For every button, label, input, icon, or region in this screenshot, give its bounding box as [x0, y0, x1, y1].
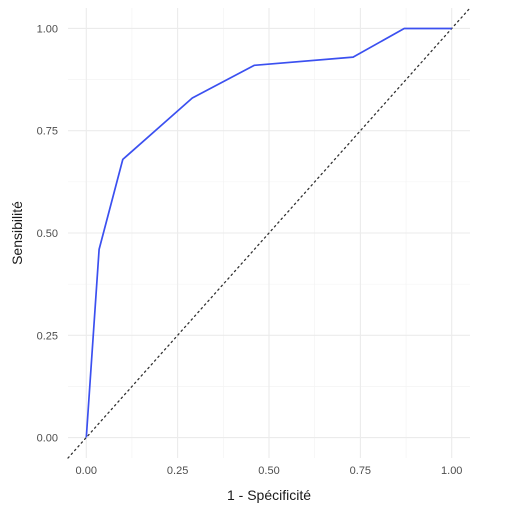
series-layer: [85, 27, 452, 438]
x-tick-label: 0.50: [258, 465, 279, 477]
x-tick-labels: 0.00 0.25 0.50 0.75 1.00: [76, 465, 463, 477]
y-tick-label: 0.50: [37, 228, 58, 240]
x-tick-label: 0.00: [76, 465, 97, 477]
roc-curve: [85, 27, 452, 438]
y-tick-label: 1.00: [37, 23, 58, 35]
y-tick-label: 0.25: [37, 330, 58, 342]
y-tick-label: 0.00: [37, 433, 58, 445]
y-axis-title: Sensibilité: [9, 201, 25, 265]
x-tick-label: 0.75: [350, 465, 371, 477]
x-axis-title: 1 - Spécificité: [227, 487, 311, 503]
y-tick-labels: 0.00 0.25 0.50 0.75 1.00: [37, 23, 58, 444]
reference-line: [67, 7, 471, 459]
grid: [68, 8, 470, 458]
diagonal-reference: [67, 7, 471, 459]
x-tick-label: 1.00: [441, 465, 462, 477]
x-tick-label: 0.25: [167, 465, 188, 477]
y-tick-label: 0.75: [37, 126, 58, 138]
